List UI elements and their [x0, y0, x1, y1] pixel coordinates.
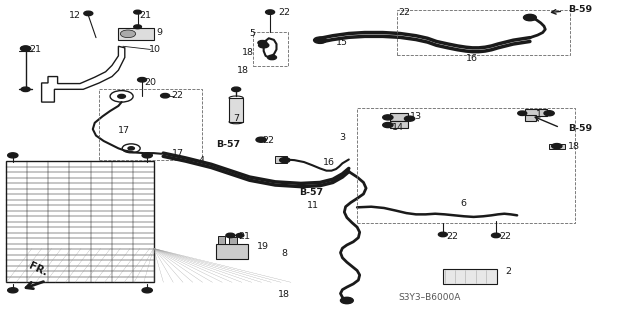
- Text: 18: 18: [278, 290, 291, 299]
- Circle shape: [259, 43, 269, 48]
- Bar: [390, 121, 408, 128]
- Circle shape: [404, 116, 415, 121]
- Circle shape: [256, 137, 266, 142]
- Text: 7: 7: [234, 114, 239, 122]
- Text: 18: 18: [568, 142, 580, 151]
- Text: 20: 20: [144, 78, 156, 87]
- Circle shape: [84, 11, 93, 16]
- Bar: [443, 269, 497, 284]
- Text: 12: 12: [69, 11, 81, 20]
- Circle shape: [8, 153, 18, 158]
- Bar: [390, 113, 408, 121]
- Text: 6: 6: [461, 199, 467, 208]
- Circle shape: [134, 25, 141, 29]
- Circle shape: [236, 234, 244, 237]
- Bar: [397, 10, 570, 55]
- Bar: [525, 109, 547, 116]
- Text: 18: 18: [242, 48, 254, 57]
- Circle shape: [21, 87, 30, 92]
- Circle shape: [518, 111, 527, 115]
- Circle shape: [161, 93, 170, 98]
- Text: 22: 22: [447, 232, 459, 241]
- Text: 21: 21: [140, 11, 152, 20]
- Text: 18: 18: [237, 66, 249, 75]
- Text: 9: 9: [157, 28, 163, 37]
- Text: 15: 15: [336, 38, 348, 47]
- Bar: [118, 28, 154, 40]
- Text: 14: 14: [392, 123, 404, 132]
- Text: 8: 8: [282, 249, 287, 258]
- Text: 10: 10: [148, 45, 161, 54]
- Text: B-59: B-59: [568, 124, 593, 133]
- Circle shape: [21, 46, 30, 51]
- Text: B-57: B-57: [216, 140, 241, 149]
- Text: 17: 17: [172, 149, 184, 158]
- Text: 13: 13: [410, 112, 422, 121]
- Circle shape: [142, 288, 152, 293]
- Bar: [275, 156, 287, 163]
- Text: 4: 4: [198, 156, 204, 165]
- Circle shape: [438, 232, 447, 237]
- Text: 16: 16: [323, 158, 335, 167]
- Circle shape: [552, 144, 562, 149]
- Text: 22: 22: [278, 8, 291, 17]
- Text: 21: 21: [29, 45, 41, 54]
- Bar: [253, 32, 288, 66]
- Text: 22: 22: [499, 232, 511, 241]
- Circle shape: [280, 158, 290, 163]
- Circle shape: [120, 30, 136, 38]
- Bar: [218, 236, 225, 244]
- Circle shape: [142, 153, 152, 158]
- Circle shape: [232, 87, 241, 92]
- Bar: [229, 98, 243, 122]
- Circle shape: [134, 10, 141, 14]
- Text: B-59: B-59: [568, 5, 593, 14]
- Text: 11: 11: [307, 201, 319, 210]
- Bar: [6, 161, 154, 282]
- Bar: [99, 89, 202, 160]
- Text: B-57: B-57: [300, 189, 324, 197]
- Text: 17: 17: [118, 126, 131, 135]
- Circle shape: [8, 288, 18, 293]
- Bar: [357, 108, 575, 223]
- Text: 5: 5: [250, 29, 255, 38]
- Text: 22: 22: [262, 136, 275, 145]
- Bar: [525, 115, 536, 121]
- Circle shape: [340, 297, 353, 304]
- Circle shape: [118, 94, 125, 98]
- Bar: [216, 244, 248, 259]
- Text: 19: 19: [257, 242, 269, 251]
- Text: FR.: FR.: [28, 261, 49, 278]
- Circle shape: [226, 233, 235, 238]
- Bar: [549, 144, 565, 149]
- Text: 22: 22: [172, 91, 184, 100]
- Text: 1: 1: [536, 110, 542, 119]
- Text: 16: 16: [466, 54, 478, 63]
- Text: 2: 2: [506, 267, 511, 276]
- Circle shape: [268, 55, 276, 60]
- Circle shape: [492, 233, 500, 238]
- Circle shape: [258, 41, 267, 45]
- Circle shape: [20, 46, 31, 51]
- Circle shape: [383, 115, 393, 120]
- Text: 3: 3: [339, 133, 346, 142]
- Circle shape: [314, 37, 326, 43]
- Circle shape: [266, 10, 275, 14]
- Circle shape: [138, 78, 147, 82]
- Text: 21: 21: [238, 232, 250, 241]
- Circle shape: [128, 147, 134, 150]
- Circle shape: [544, 111, 554, 116]
- Text: S3Y3–B6000A: S3Y3–B6000A: [398, 293, 460, 302]
- Text: 22: 22: [398, 8, 410, 17]
- Circle shape: [383, 122, 393, 128]
- Circle shape: [524, 14, 536, 21]
- Bar: [229, 237, 237, 244]
